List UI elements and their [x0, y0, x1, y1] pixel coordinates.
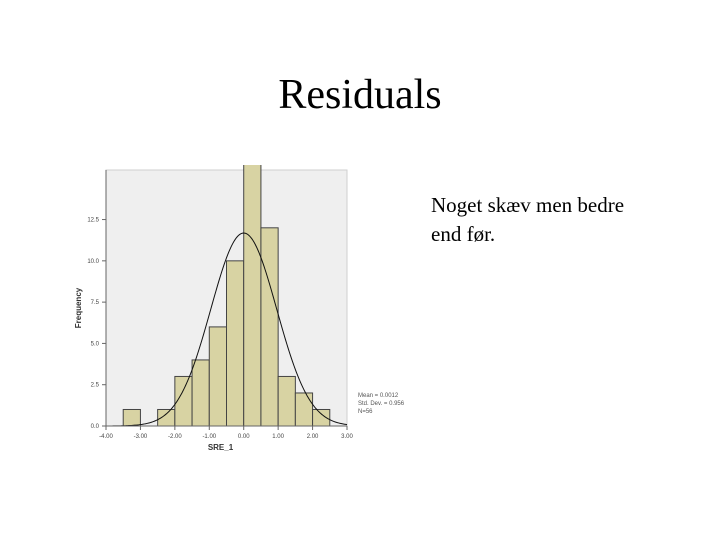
stats-n: N=56 [358, 409, 373, 415]
histogram-bar-7 [243, 161, 262, 427]
y-tick-label-1: 0.0 [91, 424, 100, 430]
x-tick-label-4: -1.00 [202, 434, 216, 440]
histogram-bar-6 [226, 260, 245, 427]
x-tick-label-2: -3.00 [134, 434, 148, 440]
x-tick-label-8: 3.00 [341, 434, 353, 440]
y-axis-label: Frequency [74, 287, 83, 328]
histogram-bar-1 [122, 408, 141, 427]
x-tick-label-5: 0.00 [238, 434, 250, 440]
histogram-svg: 0.0 2.5 5.0 7.5 10.0 12.5 -4.00 -3.00 -2.00 -1.00… [74, 161, 353, 452]
y-tick-label-4: 7.5 [91, 300, 100, 306]
side-note-line-1: Noget skæv men bedre [431, 193, 625, 217]
y-tick-label-3: 5.0 [91, 341, 100, 347]
histogram-bar-9 [277, 375, 296, 427]
histogram-chart: 0.0 2.5 5.0 7.5 10.0 12.5 -4.00 -3.00 -2.00 -1.00… [70, 161, 360, 470]
histogram-bar-10 [294, 392, 314, 427]
y-tick-label-5: 10.0 [87, 259, 99, 265]
histogram-bar-8 [260, 227, 279, 427]
x-tick-label-3: -2.00 [168, 434, 182, 440]
x-tick-label-6: 1.00 [272, 434, 284, 440]
y-tick-label-2: 2.5 [91, 383, 100, 389]
normal-curve [105, 232, 348, 427]
x-tick-label-1: -4.00 [99, 434, 113, 440]
side-note: Noget skæv men bedre end før. [431, 191, 691, 249]
side-note-line-2: end før. [431, 222, 496, 246]
histogram-bar-5 [208, 326, 228, 427]
histogram-bar-4 [191, 359, 210, 427]
slide-title: Residuals [278, 72, 442, 118]
x-axis-label: SRE_1 [208, 443, 234, 452]
stats-box: Mean = 0.0012 Std. Dev. = 0.956 N=56 [358, 392, 428, 416]
y-tick-label-6: 12.5 [87, 218, 99, 224]
x-tick-label-7: 2.00 [307, 434, 319, 440]
stats-mean: Mean = 0.0012 [358, 393, 399, 399]
stats-std-dev: Std. Dev. = 0.956 [358, 401, 405, 407]
